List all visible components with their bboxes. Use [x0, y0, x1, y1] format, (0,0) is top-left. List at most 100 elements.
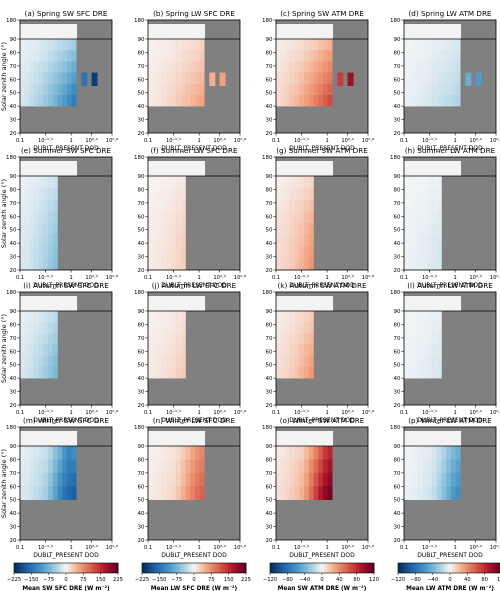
heatmap-cell — [327, 446, 333, 460]
colorbar-segment — [60, 563, 64, 573]
heatmap-cell — [29, 344, 35, 357]
y-tick-label: 80 — [266, 187, 273, 193]
heatmap-cell — [299, 211, 305, 224]
heatmap-cell — [20, 355, 25, 368]
heatmap-cell — [432, 486, 438, 501]
y-tick-label: 30 — [266, 390, 273, 396]
heatmap-cell — [48, 211, 54, 224]
heatmap-cell — [71, 472, 77, 487]
heatmap-cell — [180, 211, 186, 224]
heatmap-cell — [176, 211, 182, 224]
heatmap-cell — [313, 94, 319, 107]
heatmap-cell — [152, 366, 158, 379]
heatmap-cell — [318, 83, 324, 96]
heatmap-cell — [280, 311, 286, 323]
x-axis-label: DUBLT_PRESENT DOD — [289, 552, 355, 559]
heatmap-cell — [436, 223, 442, 236]
y-tick-label: 60 — [394, 214, 401, 220]
heatmap-cell — [455, 50, 461, 62]
heatmap-cell — [413, 223, 419, 236]
heatmap-cell — [34, 176, 40, 189]
heatmap-cell — [436, 61, 442, 73]
heatmap-cell — [276, 234, 281, 247]
y-tick-label: 20 — [10, 403, 17, 409]
heatmap-cell — [285, 234, 291, 247]
heatmap-cell — [418, 322, 424, 334]
heatmap-cell — [171, 176, 177, 189]
heatmap-cell — [304, 39, 310, 51]
x-axis-label: DUBLT_PRESENT DOD — [289, 417, 355, 424]
y-tick-label: 80 — [138, 322, 145, 328]
panel-title: (n) Winter LW SFC DRE — [153, 416, 236, 425]
heatmap-cell — [304, 199, 310, 212]
heatmap-cell — [71, 459, 77, 474]
x-tick-label: 10⁻⁰·⁵ — [422, 138, 437, 144]
y-tick-label: 20 — [394, 403, 401, 409]
heatmap-cell — [308, 472, 314, 487]
heatmap-cell — [408, 486, 414, 501]
heatmap-cell — [285, 176, 291, 189]
heatmap-cell — [422, 322, 428, 334]
heatmap-cell — [455, 72, 461, 85]
heatmap-cell — [418, 459, 424, 474]
heatmap-cell — [450, 83, 456, 96]
y-tick-label: 50 — [266, 363, 273, 369]
panel: (c) Spring SW ATM DRE 0.1 10⁻⁰·⁵ 1 10⁰·⁴ 10⁰·… — [262, 9, 374, 152]
x-tick-label: 1 — [69, 275, 72, 281]
heatmap-cell — [171, 50, 177, 62]
y-tick-label: 60 — [138, 349, 145, 355]
heatmap-cell — [152, 211, 158, 224]
heatmap-cell — [285, 258, 291, 271]
colorbar-segment — [235, 563, 239, 573]
heatmap-cell — [299, 39, 305, 51]
heatmap-cell — [290, 234, 296, 247]
x-axis-label: DUBLT_PRESENT DOD — [33, 145, 99, 152]
heatmap-cell — [180, 50, 186, 62]
panel-frame — [403, 426, 497, 541]
heatmap-cell — [71, 39, 77, 51]
heatmap-cell — [308, 355, 314, 368]
colorbar-segment — [58, 563, 62, 573]
colorbar-segment — [170, 563, 174, 573]
heatmap-cell — [308, 39, 314, 51]
heatmap-cell — [294, 176, 300, 189]
colorbar-label: Mean LW ATM DRE (W m⁻²) — [406, 585, 494, 591]
heatmap-cell — [422, 486, 428, 501]
colorbar-segment — [207, 563, 210, 573]
heatmap-cell — [199, 472, 205, 487]
heatmap-cell — [48, 176, 54, 189]
colorbar-tick-label: −150 — [152, 577, 166, 583]
heatmap-cell — [171, 366, 177, 379]
heatmap-cell — [413, 344, 419, 357]
heatmap-cell — [276, 223, 281, 236]
heatmap-cell — [166, 211, 172, 224]
panel: (o) Winter SW ATM DRE 0.1 10⁻⁰·⁵ 1 10⁰·⁴ 10⁰·… — [262, 416, 374, 559]
heatmap-cell — [276, 431, 334, 446]
heatmap-cell — [436, 83, 442, 96]
heatmap-cell — [199, 50, 205, 62]
heatmap-cell — [408, 446, 414, 460]
heatmap-cell — [34, 187, 40, 200]
heatmap-cell — [62, 72, 68, 85]
heatmap-cell — [148, 446, 153, 460]
heatmap-cell — [190, 83, 196, 96]
heatmap-cell — [48, 72, 54, 85]
heatmap-cell — [162, 344, 168, 357]
colorbar-segment — [63, 563, 67, 573]
heatmap-cell — [294, 223, 300, 236]
heatmap-cell — [29, 211, 35, 224]
heatmap-cell — [24, 486, 30, 501]
heatmap-cell — [432, 187, 438, 200]
heatmap-cell — [43, 472, 49, 487]
heatmap-cell — [446, 39, 452, 51]
heatmap-cell — [176, 83, 182, 96]
x-tick-label: 0.1 — [272, 545, 280, 551]
x-tick-label: 0.1 — [16, 138, 24, 144]
heatmap-cell — [29, 333, 35, 345]
heatmap-cell — [432, 459, 438, 474]
heatmap-cell — [148, 61, 153, 73]
heatmap-cell — [34, 94, 40, 107]
heatmap-cell — [38, 94, 44, 107]
heatmap-cell — [29, 187, 35, 200]
heatmap-cell — [166, 459, 172, 474]
